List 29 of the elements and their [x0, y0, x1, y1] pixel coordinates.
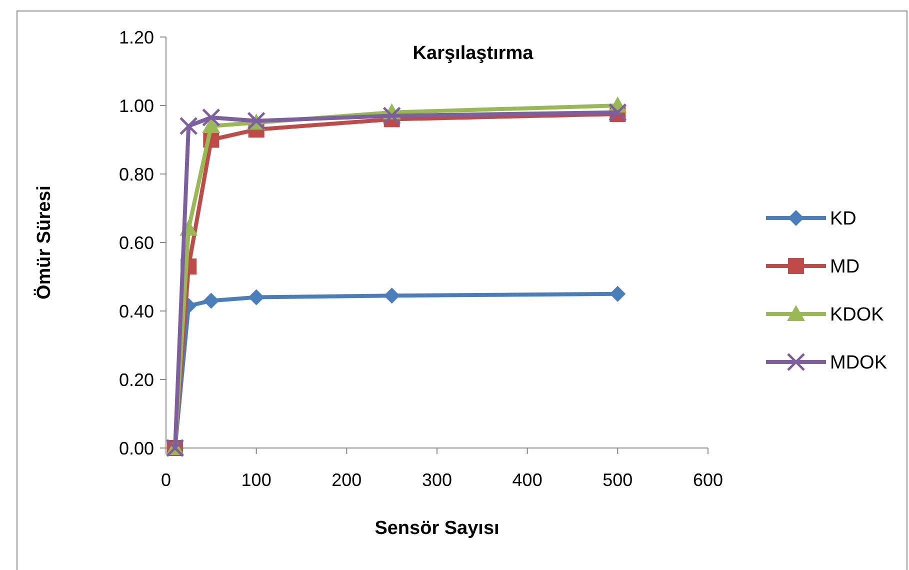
point [384, 288, 400, 304]
x-tick-label: 400 [512, 470, 542, 490]
x-axis-title: Sensör Sayısı [374, 518, 500, 539]
x-tick-label: 500 [602, 470, 633, 490]
point [610, 286, 626, 302]
y-tick-label: 0.60 [118, 232, 154, 253]
legend-label: KD [830, 208, 856, 230]
point [203, 292, 220, 309]
y-tick-label: 0.80 [118, 164, 154, 184]
x-tick-label: 100 [241, 470, 272, 490]
x-tick-label: 300 [422, 470, 452, 490]
y-tick-label: 0.00 [118, 438, 154, 458]
y-tick-label: 0.20 [118, 370, 154, 390]
x-tick-label: 600 [692, 470, 724, 490]
y-tick-label: 1.00 [118, 96, 154, 116]
legend-label: KDOK [830, 304, 884, 326]
legend-label: MDOK [830, 352, 888, 374]
point [202, 108, 220, 127]
point [179, 116, 198, 136]
y-tick-label: 0.40 [118, 301, 154, 322]
legend-label: MD [830, 256, 860, 278]
chart-title: Karşılaştırma [412, 43, 534, 64]
y-tick-label: 1.20 [118, 27, 154, 48]
point [608, 103, 627, 122]
y-axis-title: Ömür Süresi [33, 185, 55, 300]
x-tick-label: 0 [160, 470, 172, 490]
x-tick-label: 200 [332, 470, 362, 490]
point [382, 106, 402, 126]
point [248, 289, 264, 306]
